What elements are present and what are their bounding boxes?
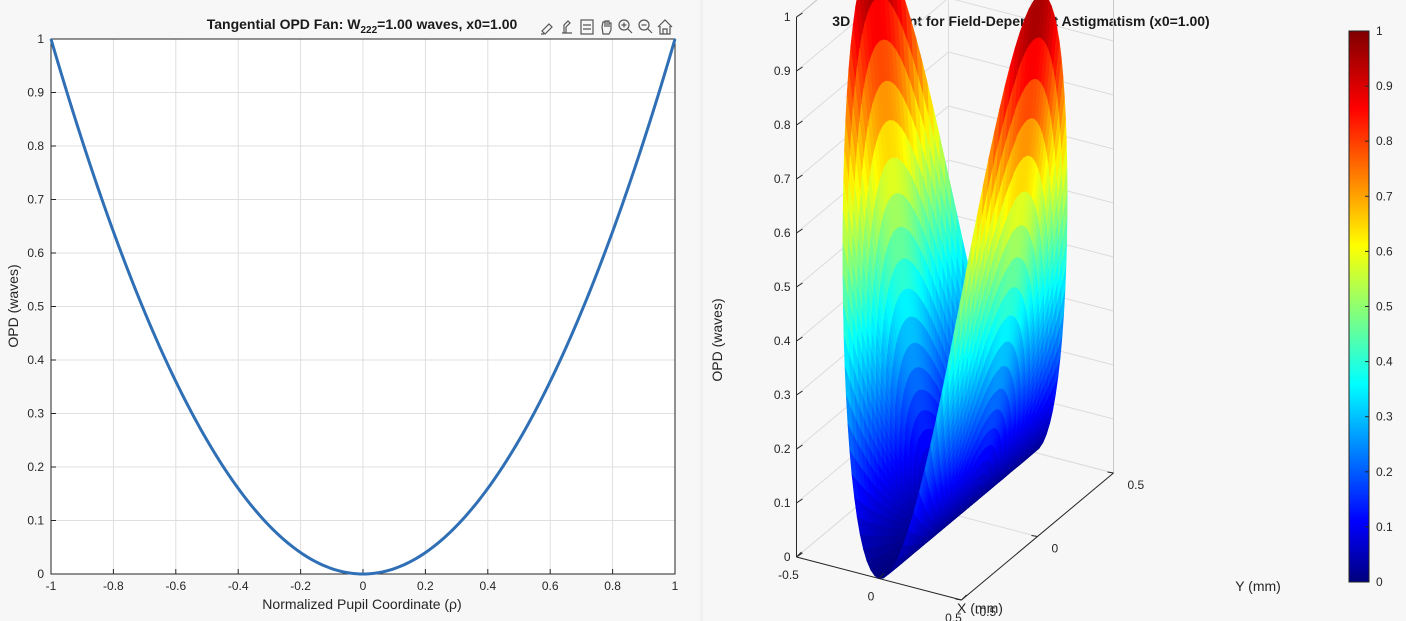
fan-x-tick-label: 0.8 bbox=[604, 579, 621, 593]
surface-y-tick-label: 0.5 bbox=[1128, 478, 1145, 492]
pan-icon[interactable] bbox=[601, 20, 612, 35]
surface-z-tick-label: 0.1 bbox=[774, 496, 791, 510]
fan-y-tick-label: 0.4 bbox=[27, 353, 44, 367]
fan-x-tick-label: 1 bbox=[672, 579, 679, 593]
surface-mesh bbox=[842, 0, 1068, 579]
surface-z-tick-label: 1 bbox=[784, 10, 791, 24]
left-panel: -1 -0.8 -0.6 -0.4 -0.2 0 0.2 0.4 0.6 0.8 1 0 0.1 0.2 0… bbox=[0, 0, 700, 621]
fan-y-tick-label: 0.3 bbox=[27, 407, 44, 421]
surface-y-tick-label: 0 bbox=[1052, 542, 1059, 556]
surface-z-tick-mark bbox=[796, 390, 803, 396]
surface-z-tick-label: 0.5 bbox=[774, 280, 791, 294]
axes-toolbar bbox=[541, 19, 673, 35]
fan-x-tick-label: 0.4 bbox=[479, 579, 496, 593]
surface-y-tick-mark bbox=[955, 598, 962, 601]
fan-y-tick-label: 0.8 bbox=[27, 139, 44, 153]
fan-y-tick-label: 0.7 bbox=[27, 193, 44, 207]
colorbar-tick-label: 0.3 bbox=[1376, 410, 1393, 424]
surface-z-tick-label: 0.2 bbox=[774, 442, 791, 456]
fan-y-tick-label: 1 bbox=[37, 32, 44, 46]
surface-x-tick-label: 0 bbox=[868, 590, 875, 604]
surface-patch bbox=[897, 545, 906, 559]
colorbar-tick-label: 0.6 bbox=[1376, 244, 1393, 258]
surface-z-tick-label: 0.7 bbox=[774, 172, 791, 186]
fan-curve-series bbox=[49, 38, 677, 576]
surface-x-tick-label: -0.5 bbox=[778, 568, 799, 582]
surface-x-tick-label: 0.5 bbox=[945, 611, 962, 621]
colorbar-tick-label: 0.5 bbox=[1376, 300, 1393, 314]
fan-x-tick-label: -0.6 bbox=[165, 579, 186, 593]
fan-y-tick-label: 0.1 bbox=[27, 514, 44, 528]
surface-z-tick-mark bbox=[796, 498, 803, 504]
fan-ticks: -1 -0.8 -0.6 -0.4 -0.2 0 0.2 0.4 0.6 0.8 1 0 0.1 0.2 0… bbox=[27, 32, 678, 593]
right-panel: 3D Wavefront for Field-Dependent Astigma… bbox=[703, 0, 1406, 621]
fan-x-tick-label: 0 bbox=[360, 579, 367, 593]
fan-x-axis-label: Normalized Pupil Coordinate (ρ) bbox=[262, 596, 461, 612]
fan-x-tick-label: -0.4 bbox=[228, 579, 249, 593]
surface-x-axis-label: X (mm) bbox=[957, 600, 1003, 616]
surface-y-tick-mark bbox=[1031, 535, 1038, 537]
colorbar-tick-label: 1 bbox=[1376, 24, 1383, 38]
surface-x-tick-mark bbox=[796, 551, 802, 558]
fan-y-tick-label: 0.9 bbox=[27, 86, 44, 100]
surface-y-axis-label: Y (mm) bbox=[1235, 578, 1281, 594]
surface-z-tick-label: 0.9 bbox=[774, 64, 791, 78]
surface-z-tick-label: 0.4 bbox=[774, 334, 791, 348]
surface-ticks: 0 0.1 0.2 0.3 0.4 0.5 0.6 0.7 0.8 0.9 1 -0.5 0 0.5 -0.… bbox=[774, 10, 1145, 621]
colorbar-tick-label: 0 bbox=[1376, 575, 1383, 589]
fan-y-tick-label: 0.2 bbox=[27, 460, 44, 474]
zoom-out-icon[interactable] bbox=[638, 19, 653, 34]
surface-z-tick-mark bbox=[796, 66, 803, 72]
fan-x-tick-label: -1 bbox=[46, 579, 57, 593]
brush-icon[interactable] bbox=[541, 23, 553, 35]
fan-x-tick-label: 0.2 bbox=[417, 579, 434, 593]
home-icon[interactable] bbox=[657, 19, 673, 35]
surface-y-tick-label: -0.5 bbox=[976, 605, 997, 619]
surface-z-tick-mark bbox=[796, 228, 803, 234]
fan-y-axis-label: OPD (waves) bbox=[5, 264, 21, 347]
colorbar-tick-label: 0.9 bbox=[1376, 79, 1393, 93]
fan-y-tick-label: 0 bbox=[37, 567, 44, 581]
surface-z-tick-mark bbox=[796, 174, 803, 180]
surface-y-tick-mark bbox=[1107, 471, 1114, 474]
surface-z-tick-mark bbox=[796, 282, 803, 288]
fan-x-tick-label: -0.8 bbox=[103, 579, 124, 593]
colorbar-tick-label: 0.4 bbox=[1376, 355, 1393, 369]
fan-chart-title: Tangential OPD Fan: W222=1.00 waves, x0=… bbox=[207, 16, 518, 36]
colorbar-ticks: 0 0.1 0.2 0.3 0.4 0.5 0.6 0.7 0.8 0.9 1 bbox=[1365, 24, 1393, 589]
surface-z-tick-label: 0.8 bbox=[774, 118, 791, 132]
colorbar-tick-label: 0.7 bbox=[1376, 189, 1393, 203]
surface-z-tick-mark bbox=[796, 336, 803, 342]
fan-y-tick-label: 0.6 bbox=[27, 246, 44, 260]
surface-z-tick-mark bbox=[796, 444, 803, 450]
fan-y-tick-label: 0.5 bbox=[27, 300, 44, 314]
data-tips-icon[interactable] bbox=[562, 20, 572, 34]
surface-chart-title: 3D Wavefront for Field-Dependent Astigma… bbox=[832, 13, 1209, 29]
surface-z-axis-label: OPD (waves) bbox=[709, 298, 725, 381]
surface-z-tick-label: 0.3 bbox=[774, 388, 791, 402]
colorbar-tick-label: 0.1 bbox=[1376, 520, 1393, 534]
surface-z-tick-mark bbox=[796, 12, 803, 18]
surface-z-tick-label: 0 bbox=[784, 550, 791, 564]
fan-x-tick-label: -0.2 bbox=[290, 579, 311, 593]
colorbar-tick-label: 0.8 bbox=[1376, 134, 1393, 148]
surface-z-tick-mark bbox=[796, 120, 803, 126]
surface-z-tick-label: 0.6 bbox=[774, 226, 791, 240]
colorbar-tick-label: 0.2 bbox=[1376, 465, 1393, 479]
fan-x-tick-label: 0.6 bbox=[542, 579, 559, 593]
surface-x-tick-mark bbox=[961, 594, 967, 601]
export-icon[interactable] bbox=[580, 19, 594, 35]
zoom-in-icon[interactable] bbox=[618, 19, 633, 34]
surface-x-tick-mark bbox=[878, 573, 885, 579]
